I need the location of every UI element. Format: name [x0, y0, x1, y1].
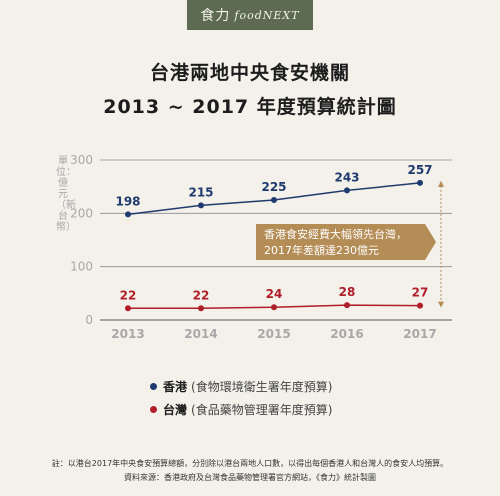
legend-hk-dot [150, 383, 157, 390]
data-label: 215 [188, 185, 213, 199]
x-tick-label: 2014 [184, 327, 217, 341]
data-point [417, 302, 423, 309]
footnote: 註：以港台2017年中央食安預算總額，分別除以港台兩地人口數，以得出每個香港人和… [51, 459, 449, 468]
data-label: 28 [339, 285, 356, 299]
x-tick-label: 2015 [257, 327, 290, 341]
data-label: 22 [193, 288, 210, 302]
callout-line2: 2017年差額達230億元 [264, 243, 379, 257]
data-label: 24 [266, 287, 283, 301]
legend-hk: 香港 (食物環境衛生署年度預算) [150, 378, 332, 395]
chart-title-line1: 台港兩地中央食安機關 [149, 62, 350, 84]
data-point [344, 187, 350, 194]
callout-line1: 香港食安經費大幅領先台灣， [264, 227, 407, 241]
y-tick-label: 100 [70, 260, 93, 274]
legend-tw-desc: (食品藥物管理署年度預算) [191, 403, 333, 417]
y-tick-label: 0 [85, 313, 93, 327]
x-tick-label: 2016 [330, 327, 363, 341]
legend-hk-desc: (食物環境衛生署年度預算) [191, 380, 333, 394]
x-tick-label: 2017 [403, 327, 436, 341]
legend-tw-dot [150, 406, 157, 413]
data-point [125, 211, 131, 218]
brand-en: foodNEXT [234, 8, 300, 22]
data-label: 225 [261, 180, 286, 194]
legend-tw-name: 台灣 [163, 403, 188, 417]
y-tick-label: 300 [70, 153, 93, 167]
data-label: 27 [412, 286, 429, 300]
source-note: 資料來源：香港政府及台灣食品藥物管理署官方網站，《食力》統計製圖 [124, 473, 376, 482]
data-label: 22 [120, 288, 137, 302]
callout-box [256, 224, 436, 260]
brand-logo: 食力 foodNEXT [187, 0, 313, 30]
data-point [271, 304, 277, 311]
arrow-head-up [438, 180, 444, 187]
data-point [198, 202, 204, 209]
data-label: 198 [115, 194, 140, 208]
data-point [344, 302, 350, 309]
arrow-head-down [438, 301, 444, 308]
data-label: 257 [407, 163, 432, 177]
chart-title-line2: 2013 ~ 2017 年度預算統計圖 [103, 96, 397, 118]
data-point [271, 197, 277, 203]
y-tick-label: 200 [70, 206, 93, 220]
x-tick-label: 2013 [111, 327, 144, 341]
legend-hk-name: 香港 [163, 380, 188, 394]
brand-zh: 食力 [200, 8, 231, 24]
data-point [125, 305, 131, 312]
y-axis-label: 單位：億元（新台幣） [56, 156, 76, 233]
data-label: 243 [334, 170, 359, 184]
data-point [198, 305, 204, 312]
legend-tw: 台灣 (食品藥物管理署年度預算) [150, 401, 332, 418]
data-point [417, 179, 423, 186]
